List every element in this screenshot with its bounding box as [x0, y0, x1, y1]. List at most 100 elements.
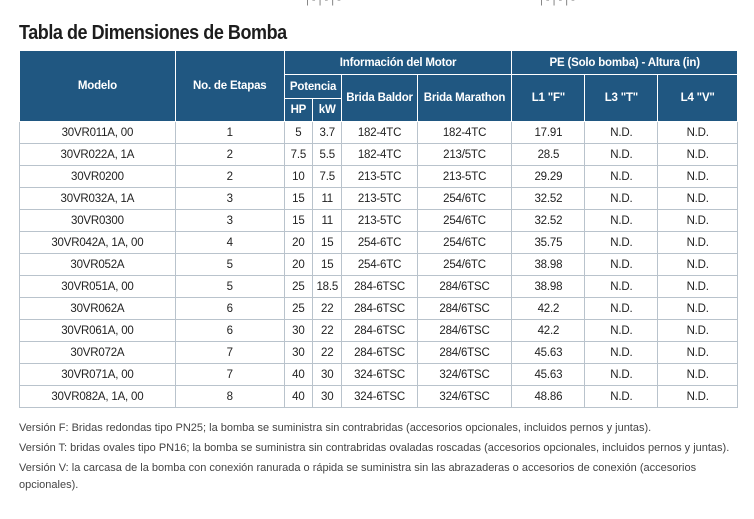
cell-etapas: 6 — [174, 297, 285, 320]
cell-kw: 30 — [312, 385, 343, 408]
cell-baldor: 324-6TSC — [341, 385, 418, 408]
header-l4: L4 "V" — [657, 74, 738, 122]
cell-etapas: 2 — [174, 143, 285, 166]
cell-l4: N.D. — [657, 275, 738, 298]
cell-l4: N.D. — [657, 231, 738, 254]
cell-marathon: 284/6TSC — [416, 341, 513, 364]
header-pe-group: PE (Solo bomba) - Altura (in) — [511, 50, 738, 75]
cell-marathon: 254/6TC — [416, 253, 513, 276]
note-version-f: Versión F: Bridas redondas tipo PN25; la… — [19, 422, 652, 434]
table-row: 30VR011A, 00 1 5 3.7 182-4TC 182-4TC 17.… — [19, 121, 738, 144]
cell-l4: N.D. — [657, 121, 738, 144]
cell-kw: 5.5 — [312, 143, 343, 166]
table-row: 30VR082A, 1A, 00 8 40 30 324-6TSC 324/6T… — [19, 385, 738, 408]
cell-l3: N.D. — [584, 385, 659, 408]
cell-hp: 30 — [283, 319, 314, 342]
cell-l3: N.D. — [584, 363, 659, 386]
cell-baldor: 213-5TC — [341, 187, 418, 210]
cell-etapas: 1 — [174, 121, 285, 144]
cell-l1: 42.2 — [511, 319, 586, 342]
cell-marathon: 284/6TSC — [416, 319, 513, 342]
cell-etapas: 7 — [174, 363, 285, 386]
header-l3: L3 "T" — [584, 74, 659, 122]
note-version-t: Versión T: bridas ovales tipo PN16; la b… — [19, 442, 730, 454]
cell-l3: N.D. — [584, 341, 659, 364]
cell-etapas: 3 — [174, 209, 285, 232]
cell-l3: N.D. — [584, 121, 659, 144]
cell-l3: N.D. — [584, 319, 659, 342]
cell-hp: 5 — [283, 121, 314, 144]
cell-kw: 15 — [312, 231, 343, 254]
cell-marathon: 284/6TSC — [416, 275, 513, 298]
cell-marathon: 182-4TC — [416, 121, 513, 144]
cell-marathon: 213-5TC — [416, 165, 513, 188]
cropped-top-fragment: | - | - | - | - | - | - — [0, 0, 754, 6]
cell-l1: 29.29 — [511, 165, 586, 188]
cell-l4: N.D. — [657, 187, 738, 210]
cell-l1: 38.98 — [511, 275, 586, 298]
cell-modelo: 30VR082A, 1A, 00 — [19, 385, 176, 408]
cell-etapas: 4 — [174, 231, 285, 254]
table-row: 30VR022A, 1A 2 7.5 5.5 182-4TC 213/5TC 2… — [19, 143, 738, 166]
cell-hp: 15 — [283, 187, 314, 210]
cell-modelo: 30VR072A — [19, 341, 176, 364]
table-row: 30VR0200 2 10 7.5 213-5TC 213-5TC 29.29 … — [19, 165, 738, 188]
cell-baldor: 254-6TC — [341, 231, 418, 254]
cell-l3: N.D. — [584, 297, 659, 320]
cell-hp: 40 — [283, 385, 314, 408]
cell-marathon: 254/6TC — [416, 231, 513, 254]
cell-modelo: 30VR032A, 1A — [19, 187, 176, 210]
table-row: 30VR0300 3 15 11 213-5TC 254/6TC 32.52 N… — [19, 209, 738, 232]
cell-l4: N.D. — [657, 253, 738, 276]
cell-marathon: 324/6TSC — [416, 385, 513, 408]
cell-etapas: 2 — [174, 165, 285, 188]
cell-l4: N.D. — [657, 209, 738, 232]
table-row: 30VR071A, 00 7 40 30 324-6TSC 324/6TSC 4… — [19, 363, 738, 386]
cell-l1: 32.52 — [511, 209, 586, 232]
footnotes: Versión F: Bridas redondas tipo PN25; la… — [19, 420, 739, 497]
cell-hp: 20 — [283, 231, 314, 254]
cell-hp: 30 — [283, 341, 314, 364]
cell-baldor: 284-6TSC — [341, 319, 418, 342]
cell-l1: 42.2 — [511, 297, 586, 320]
table-row: 30VR032A, 1A 3 15 11 213-5TC 254/6TC 32.… — [19, 187, 738, 210]
cell-l3: N.D. — [584, 165, 659, 188]
cell-baldor: 182-4TC — [341, 143, 418, 166]
cell-l4: N.D. — [657, 385, 738, 408]
cell-l4: N.D. — [657, 165, 738, 188]
table-row: 30VR062A 6 25 22 284-6TSC 284/6TSC 42.2 … — [19, 297, 738, 320]
cell-l1: 45.63 — [511, 363, 586, 386]
cell-kw: 11 — [312, 187, 343, 210]
cell-marathon: 213/5TC — [416, 143, 513, 166]
cell-modelo: 30VR071A, 00 — [19, 363, 176, 386]
cell-hp: 25 — [283, 297, 314, 320]
cell-kw: 15 — [312, 253, 343, 276]
cell-kw: 11 — [312, 209, 343, 232]
header-etapas: No. de Etapas — [174, 50, 285, 122]
cell-baldor: 182-4TC — [341, 121, 418, 144]
cell-etapas: 5 — [174, 253, 285, 276]
page-title: Tabla de Dimensiones de Bomba — [19, 22, 287, 44]
cell-l3: N.D. — [584, 231, 659, 254]
cell-baldor: 254-6TC — [341, 253, 418, 276]
cell-marathon: 324/6TSC — [416, 363, 513, 386]
header-potencia: Potencia — [283, 74, 343, 99]
cell-l4: N.D. — [657, 143, 738, 166]
header-brida-marathon: Brida Marathon — [416, 74, 513, 122]
cell-etapas: 3 — [174, 187, 285, 210]
cell-baldor: 284-6TSC — [341, 275, 418, 298]
cell-hp: 10 — [283, 165, 314, 188]
header-l1: L1 "F" — [511, 74, 586, 122]
cell-modelo: 30VR022A, 1A — [19, 143, 176, 166]
cell-l3: N.D. — [584, 253, 659, 276]
cell-l1: 28.5 — [511, 143, 586, 166]
header-brida-baldor: Brida Baldor — [341, 74, 418, 122]
table-row: 30VR072A 7 30 22 284-6TSC 284/6TSC 45.63… — [19, 341, 738, 364]
cell-kw: 22 — [312, 297, 343, 320]
cell-etapas: 8 — [174, 385, 285, 408]
cell-modelo: 30VR042A, 1A, 00 — [19, 231, 176, 254]
header-hp: HP — [283, 98, 314, 122]
cell-hp: 7.5 — [283, 143, 314, 166]
cell-l3: N.D. — [584, 275, 659, 298]
note-version-v: Versión V: la carcasa de la bomba con co… — [19, 462, 697, 491]
